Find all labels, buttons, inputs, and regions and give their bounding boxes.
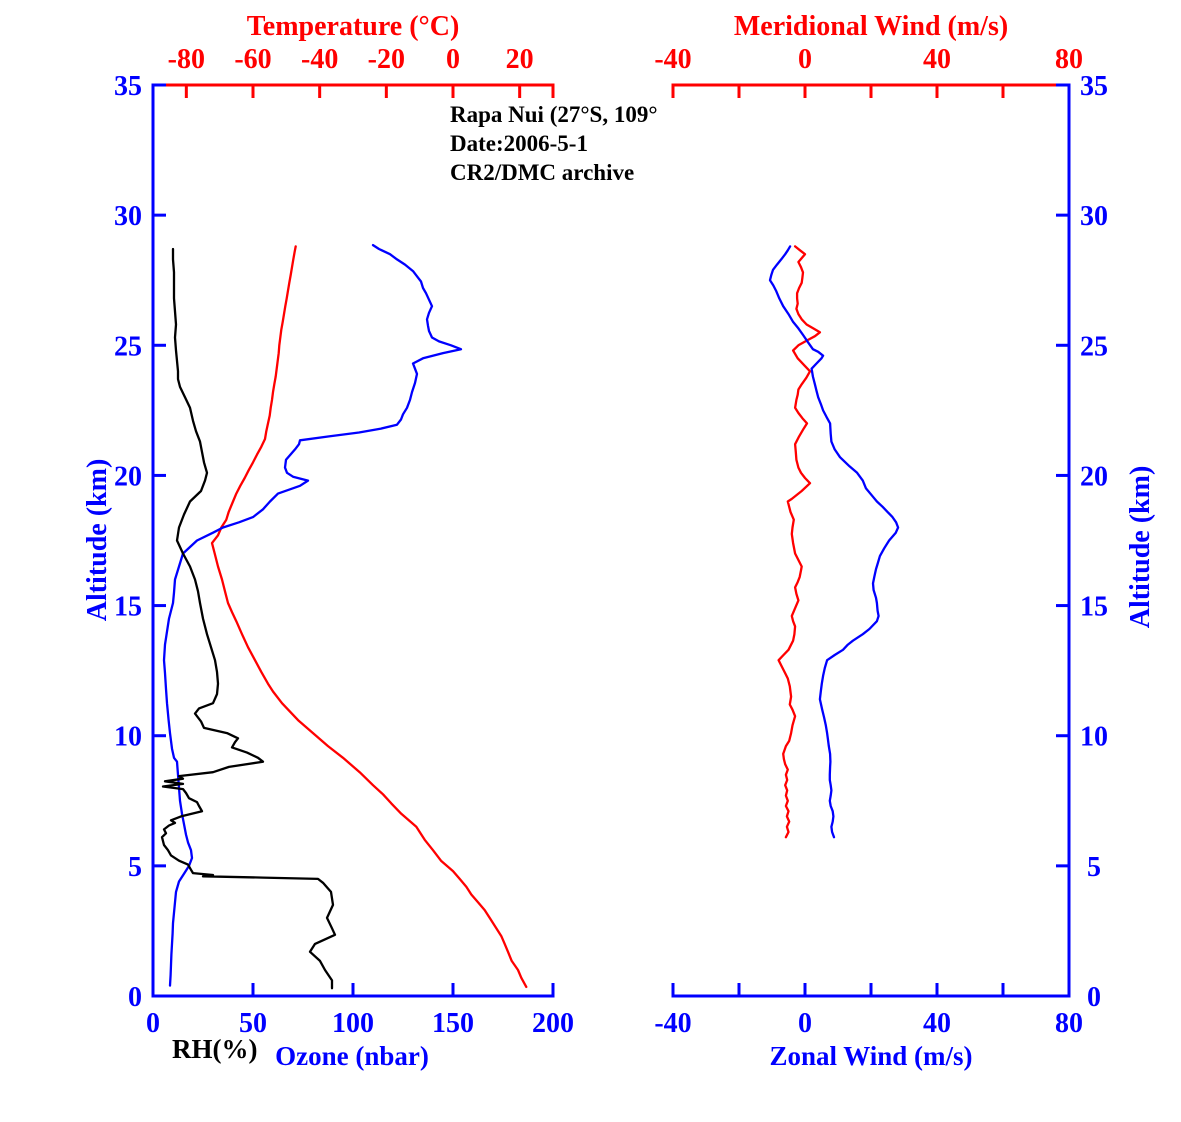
top-axis-tick-label: 80 — [1055, 44, 1083, 75]
top-axis-tick-label: -40 — [301, 44, 338, 75]
series-ozone — [162, 243, 463, 987]
altitude-axis-title-right: Altitude (km) — [1125, 465, 1156, 629]
top-axis-tick-label: 40 — [923, 44, 951, 75]
altitude-axis-tick-label: 15 — [1080, 592, 1108, 623]
series-temperature — [210, 245, 528, 989]
altitude-axis-tick-label: 10 — [1080, 722, 1108, 753]
top-axis-tick-label: 0 — [446, 44, 460, 75]
altitude-axis-tick-label: 0 — [1087, 982, 1101, 1013]
bottom-axis-tick-label: 0 — [146, 1008, 160, 1039]
altitude-axis-title-left: Altitude (km) — [82, 458, 113, 622]
top-axis-tick-label: 0 — [798, 44, 812, 75]
top-axis-tick-label: -60 — [234, 44, 271, 75]
zonal-wind-axis-title: Zonal Wind (m/s) — [769, 1041, 973, 1071]
annotation-station-line: Rapa Nui (27°S, 109° — [450, 102, 658, 127]
altitude-axis-tick-label: 20 — [114, 461, 142, 492]
bottom-axis-tick-label: 50 — [239, 1008, 267, 1039]
bottom-axis-tick-label: 80 — [1055, 1008, 1083, 1039]
annotation-date-line: Date:2006-5-1 — [450, 131, 588, 156]
altitude-axis-tick-label: 30 — [1080, 201, 1108, 232]
bottom-axis-tick-label: 0 — [798, 1008, 812, 1039]
top-axis-tick-label: -80 — [168, 44, 205, 75]
temperature-axis-title: Temperature (°C) — [246, 11, 460, 42]
altitude-axis-tick-label: 35 — [1080, 71, 1108, 102]
altitude-axis-tick-label: 5 — [128, 852, 142, 883]
bottom-axis-tick-label: 100 — [332, 1008, 374, 1039]
rh-axis-title: RH(%) — [172, 1034, 258, 1064]
series-zonal-wind — [768, 245, 900, 839]
altitude-axis-tick-label: 30 — [114, 201, 142, 232]
altitude-axis-tick-label: 0 — [128, 982, 142, 1013]
annotation-archive-line: CR2/DMC archive — [450, 160, 635, 185]
altitude-axis-tick-label: 10 — [114, 722, 142, 753]
station-annotation: Rapa Nui (27°S, 109° Date:2006-5-1 CR2/D… — [450, 100, 658, 187]
altitude-axis-tick-label: 25 — [1080, 331, 1108, 362]
ozone-axis-title: Ozone (nbar) — [275, 1041, 429, 1071]
top-axis-tick-label: -20 — [368, 44, 405, 75]
top-axis-tick-label: -40 — [654, 44, 691, 75]
altitude-axis-tick-label: 35 — [114, 71, 142, 102]
series-relative-humidity — [160, 247, 337, 990]
altitude-axis-tick-label: 20 — [1080, 461, 1108, 492]
bottom-axis-tick-label: 200 — [532, 1008, 574, 1039]
bottom-axis-tick-label: -40 — [654, 1008, 691, 1039]
bottom-axis-tick-label: 40 — [923, 1008, 951, 1039]
meridional-wind-axis-title: Meridional Wind (m/s) — [733, 11, 1009, 42]
altitude-axis-tick-label: 5 — [1087, 852, 1101, 883]
altitude-axis-tick-label: 25 — [114, 331, 142, 362]
bottom-axis-tick-label: 150 — [432, 1008, 474, 1039]
altitude-axis-tick-label: 15 — [114, 592, 142, 623]
top-axis-tick-label: 20 — [506, 44, 534, 75]
series-meridional-wind — [777, 245, 822, 839]
